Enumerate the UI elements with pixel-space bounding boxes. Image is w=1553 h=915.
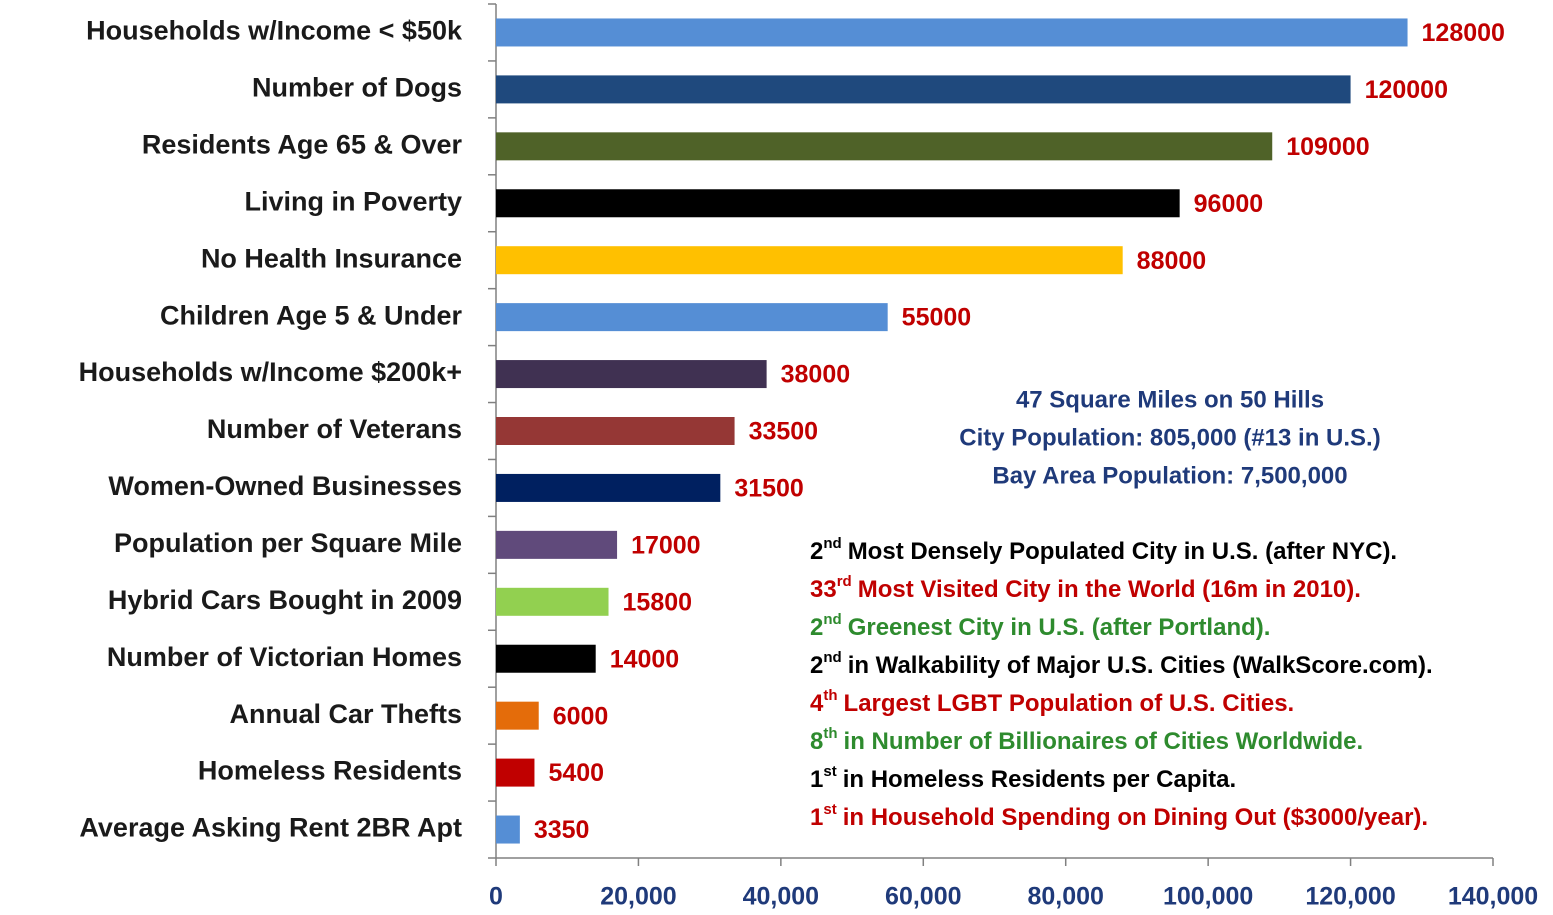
value-label: 6000 bbox=[553, 702, 609, 730]
fact-rank: 1 bbox=[810, 766, 823, 793]
bar bbox=[496, 246, 1123, 275]
category-label: Women-Owned Businesses bbox=[108, 471, 462, 501]
category-label: Population per Square Mile bbox=[114, 528, 462, 558]
value-label: 128000 bbox=[1422, 19, 1505, 47]
fact: 4th Largest LGBT Population of U.S. Citie… bbox=[810, 687, 1294, 717]
fact: 1st in Homeless Residents per Capita. bbox=[810, 763, 1236, 793]
fact-suffix: st bbox=[823, 763, 836, 780]
bar bbox=[496, 473, 721, 502]
fact-rank: 8 bbox=[810, 728, 823, 755]
category-label: No Health Insurance bbox=[201, 243, 462, 273]
bar bbox=[496, 587, 609, 616]
value-label: 3350 bbox=[534, 816, 590, 844]
bar bbox=[496, 530, 618, 559]
value-label: 14000 bbox=[610, 645, 680, 673]
bar bbox=[496, 303, 888, 332]
fact-suffix: th bbox=[823, 725, 837, 742]
value-label: 109000 bbox=[1286, 133, 1369, 161]
bar bbox=[496, 644, 596, 673]
fact-rank: 4 bbox=[810, 690, 824, 717]
bar bbox=[496, 417, 735, 445]
category-label: Residents Age 65 & Over bbox=[142, 129, 463, 159]
fact: 2nd Greenest City in U.S. (after Portland… bbox=[810, 611, 1270, 641]
fact-suffix: th bbox=[823, 687, 837, 704]
fact-text: in Walkability of Major U.S. Cities (Wal… bbox=[848, 652, 1433, 679]
fact-text: in Household Spending on Dining Out ($30… bbox=[843, 804, 1428, 831]
fact-rank: 1 bbox=[810, 804, 823, 831]
bar bbox=[496, 189, 1180, 218]
fact: 33rd Most Visited City in the World (16m … bbox=[810, 573, 1361, 603]
category-label: Annual Car Thefts bbox=[229, 699, 462, 729]
fact-text: Most Densely Populated City in U.S. (aft… bbox=[848, 538, 1397, 565]
value-label: 38000 bbox=[781, 361, 851, 389]
fact-rank: 2 bbox=[810, 652, 823, 679]
bar bbox=[496, 132, 1273, 161]
bar bbox=[496, 815, 520, 844]
fact: 1st in Household Spending on Dining Out (… bbox=[810, 801, 1428, 831]
category-label: Children Age 5 & Under bbox=[160, 300, 463, 330]
fact-suffix: nd bbox=[823, 611, 841, 628]
x-tick-label: 60,000 bbox=[885, 883, 961, 911]
category-label: Number of Dogs bbox=[252, 73, 462, 103]
value-label: 5400 bbox=[548, 759, 604, 787]
value-label: 31500 bbox=[734, 475, 804, 503]
x-tick-label: 0 bbox=[489, 883, 503, 911]
bar bbox=[496, 701, 539, 730]
fact-suffix: st bbox=[823, 801, 836, 818]
fact-text: Most Visited City in the World (16m in 2… bbox=[858, 576, 1361, 603]
category-label: Households w/Income < $50k bbox=[86, 16, 463, 46]
category-label: Number of Victorian Homes bbox=[107, 642, 462, 672]
fact-text: Greenest City in U.S. (after Portland). bbox=[848, 614, 1271, 641]
fact: 2nd in Walkability of Major U.S. Cities (… bbox=[810, 649, 1433, 679]
info-line: City Population: 805,000 (#13 in U.S.) bbox=[959, 424, 1380, 451]
fact-suffix: nd bbox=[823, 535, 841, 552]
x-tick-label: 20,000 bbox=[600, 883, 676, 911]
fact: 8th in Number of Billionaires of Cities W… bbox=[810, 725, 1363, 755]
fact-text: in Homeless Residents per Capita. bbox=[843, 766, 1236, 793]
fact-rank: 2 bbox=[810, 614, 823, 641]
bar bbox=[496, 758, 535, 787]
category-label: Living in Poverty bbox=[244, 186, 462, 216]
category-label: Hybrid Cars Bought in 2009 bbox=[108, 585, 462, 615]
category-label: Homeless Residents bbox=[198, 756, 462, 786]
x-tick-label: 80,000 bbox=[1027, 883, 1103, 911]
info-line: Bay Area Population: 7,500,000 bbox=[992, 462, 1347, 489]
value-label: 33500 bbox=[749, 418, 819, 446]
value-label: 55000 bbox=[902, 304, 972, 332]
fact-rank: 33 bbox=[810, 576, 837, 603]
value-label: 96000 bbox=[1194, 190, 1264, 218]
fact-suffix: rd bbox=[837, 573, 852, 590]
category-label: Average Asking Rent 2BR Apt bbox=[79, 813, 462, 843]
x-tick-label: 120,000 bbox=[1305, 883, 1395, 911]
bar bbox=[496, 18, 1408, 47]
fact-text: in Number of Billionaires of Cities Worl… bbox=[844, 728, 1364, 755]
value-label: 15800 bbox=[623, 588, 693, 616]
bar bbox=[496, 75, 1351, 104]
fact-text: Largest LGBT Population of U.S. Cities. bbox=[844, 690, 1295, 717]
value-label: 17000 bbox=[631, 531, 701, 559]
value-label: 120000 bbox=[1365, 76, 1448, 104]
bar bbox=[496, 360, 767, 389]
info-line: 47 Square Miles on 50 Hills bbox=[1016, 386, 1324, 413]
category-label: Number of Veterans bbox=[207, 414, 462, 444]
fact-suffix: nd bbox=[823, 649, 841, 666]
category-label: Households w/Income $200k+ bbox=[79, 357, 462, 387]
fact-rank: 2 bbox=[810, 538, 823, 565]
x-tick-label: 100,000 bbox=[1163, 883, 1253, 911]
x-tick-label: 140,000 bbox=[1448, 883, 1538, 911]
fact: 2nd Most Densely Populated City in U.S. (… bbox=[810, 535, 1397, 565]
x-tick-label: 40,000 bbox=[743, 883, 819, 911]
value-label: 88000 bbox=[1137, 247, 1207, 275]
